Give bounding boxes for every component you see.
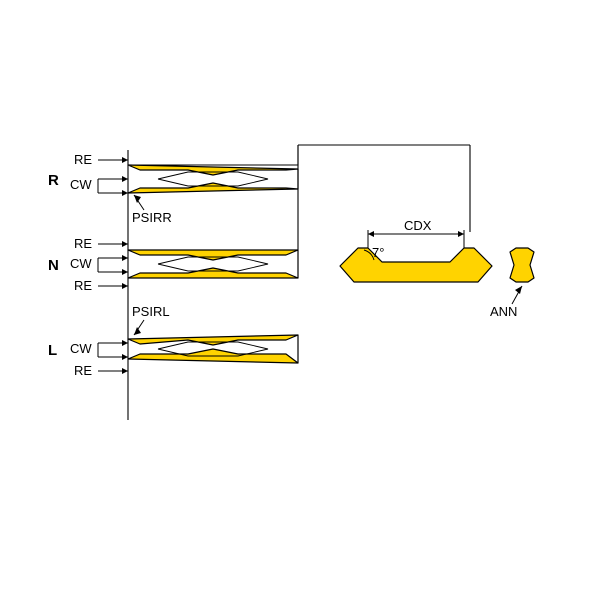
label-CDX: CDX xyxy=(404,218,432,233)
row-key-R: R xyxy=(48,172,59,189)
label-RE-N-bot: RE xyxy=(74,278,92,293)
label-ANN: ANN xyxy=(490,304,517,319)
insert-L xyxy=(128,335,298,363)
label-PSIRR: PSIRR xyxy=(132,210,172,225)
side-view: 7° CDX xyxy=(340,218,492,282)
diagram-canvas: RE CW PSIRR R RE CW RE N xyxy=(0,0,600,600)
label-RE-R: RE xyxy=(74,152,92,167)
label-PSIRL: PSIRL xyxy=(132,304,170,319)
label-angle: 7° xyxy=(372,245,384,260)
row-key-L: L xyxy=(48,342,57,359)
label-CW-N: CW xyxy=(70,256,92,271)
row-N: RE CW RE N xyxy=(48,236,298,293)
insert-profile xyxy=(340,248,492,282)
label-RE-N-top: RE xyxy=(74,236,92,251)
row-L: PSIRL CW RE L xyxy=(48,304,298,378)
row-key-N: N xyxy=(48,257,59,274)
insert-N xyxy=(128,250,298,278)
label-RE-L: RE xyxy=(74,363,92,378)
insert-R xyxy=(128,165,298,193)
end-view: ANN xyxy=(490,248,534,319)
label-CW-R: CW xyxy=(70,177,92,192)
label-CW-L: CW xyxy=(70,341,92,356)
